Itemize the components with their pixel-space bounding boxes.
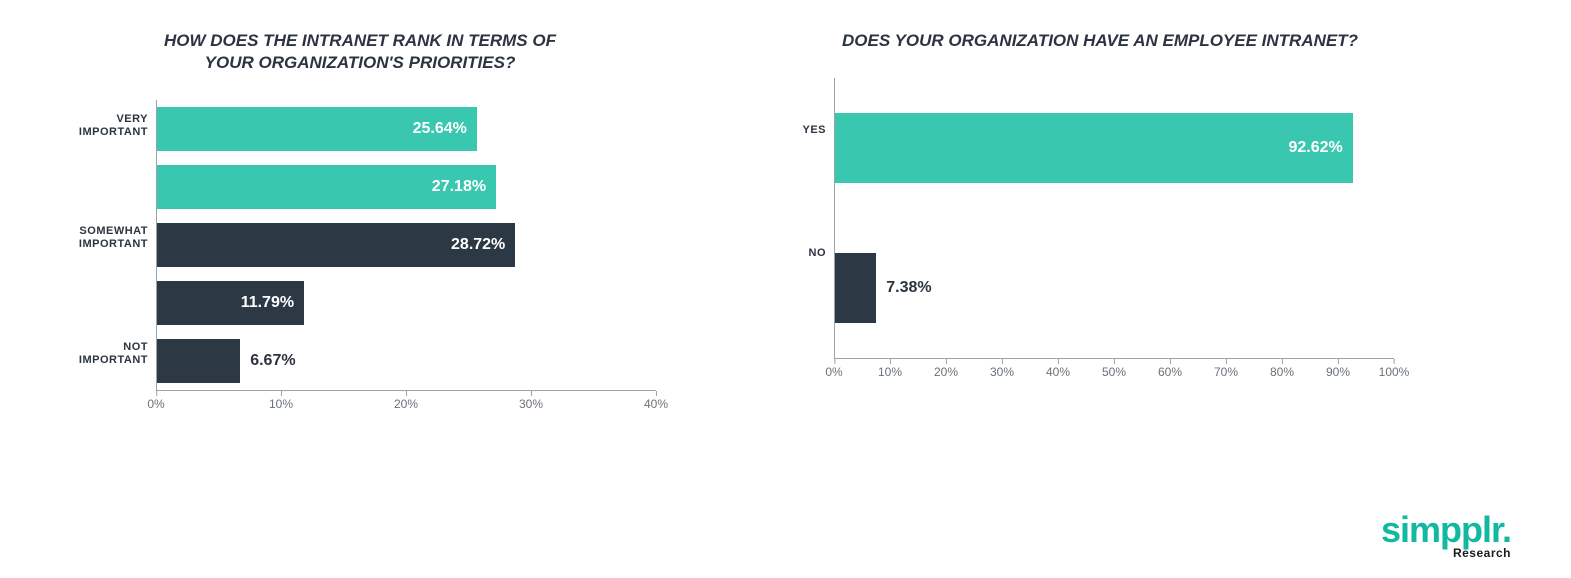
bar-fill: 6.67% [157, 339, 240, 383]
bar-value-label: 92.62% [1288, 139, 1342, 157]
x-axis-tick: 0% [147, 397, 164, 411]
bar-fill: 27.18% [157, 165, 496, 209]
bar-value-label: 27.18% [432, 178, 486, 196]
chart-bar: 28.72% [157, 223, 656, 267]
chart-bar: 7.38% [835, 253, 1394, 323]
y-axis-label: SOMEWHATIMPORTANT [60, 209, 148, 267]
bar-value-label: 28.72% [451, 236, 505, 254]
left-chart: HOW DOES THE INTRANET RANK IN TERMS OFYO… [60, 30, 660, 425]
bar-value-label: 11.79% [241, 294, 294, 312]
x-axis-tick: 10% [878, 365, 902, 379]
left-bars-area: 25.64% 27.18% 28.72% 11.79% 6.67% [156, 100, 656, 391]
x-axis-tick: 30% [990, 365, 1014, 379]
x-axis-tick: 80% [1270, 365, 1294, 379]
x-axis-tick: 0% [825, 365, 842, 379]
right-y-labels: YESNO [780, 78, 834, 393]
x-axis-tick: 50% [1102, 365, 1126, 379]
bar-value-label: 7.38% [886, 279, 931, 297]
right-chart-title: DOES YOUR ORGANIZATION HAVE AN EMPLOYEE … [780, 30, 1420, 52]
bar-value-label: 25.64% [413, 120, 467, 138]
left-y-labels: VERY IMPORTANT SOMEWHATIMPORTANT NOT IMPOR… [60, 100, 156, 425]
left-chart-title: HOW DOES THE INTRANET RANK IN TERMS OFYO… [60, 30, 660, 74]
x-axis-tick: 60% [1158, 365, 1182, 379]
x-axis-tick: 30% [519, 397, 543, 411]
y-axis-label: NO [780, 183, 826, 323]
chart-bar: 6.67% [157, 339, 656, 383]
right-chart: DOES YOUR ORGANIZATION HAVE AN EMPLOYEE … [780, 30, 1420, 425]
bar-fill: 7.38% [835, 253, 876, 323]
chart-bar: 92.62% [835, 113, 1394, 183]
right-bars-area: 92.62% 7.38% [834, 78, 1394, 359]
x-axis-tick: 20% [394, 397, 418, 411]
y-axis-label: NOT IMPORTANT [60, 325, 148, 383]
x-axis-tick: 10% [269, 397, 293, 411]
bar-fill: 11.79% [157, 281, 304, 325]
y-axis-label [60, 267, 148, 325]
x-axis-tick: 100% [1379, 365, 1410, 379]
x-axis-tick: 40% [1046, 365, 1070, 379]
right-x-axis: 0%10%20%30%40%50%60%70%80%90%100% [834, 365, 1394, 393]
bar-value-label: 6.67% [250, 352, 295, 370]
y-axis-label [60, 151, 148, 209]
x-axis-tick: 40% [644, 397, 668, 411]
chart-bar: 27.18% [157, 165, 656, 209]
y-axis-label: VERY IMPORTANT [60, 100, 148, 151]
chart-bar: 11.79% [157, 281, 656, 325]
chart-bar: 25.64% [157, 107, 656, 151]
left-x-axis: 0%10%20%30%40% [156, 397, 656, 425]
brand-logo: simpplr. Research [1381, 512, 1511, 560]
bar-fill: 92.62% [835, 113, 1353, 183]
y-axis-label: YES [780, 78, 826, 183]
x-axis-tick: 90% [1326, 365, 1350, 379]
x-axis-tick: 20% [934, 365, 958, 379]
x-axis-tick: 70% [1214, 365, 1238, 379]
bar-fill: 25.64% [157, 107, 477, 151]
brand-name: simpplr. [1381, 512, 1511, 548]
bar-fill: 28.72% [157, 223, 515, 267]
